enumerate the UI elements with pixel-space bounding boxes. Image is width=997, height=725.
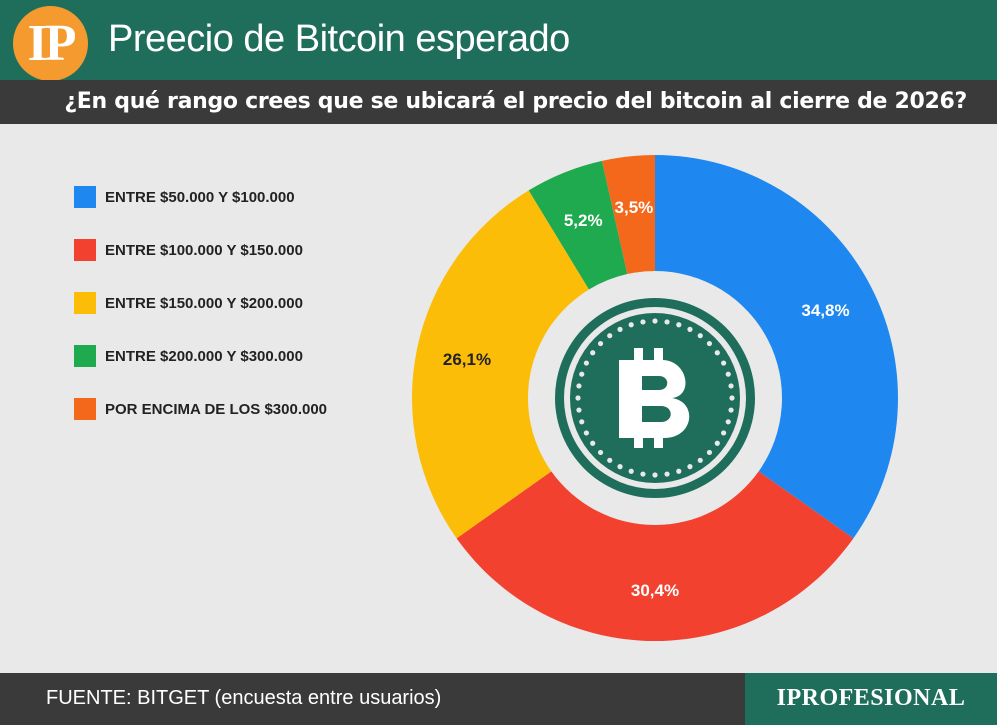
- donut-slices: [412, 155, 898, 641]
- donut-slice: [601, 155, 655, 275]
- source-note: FUENTE: BITGET (encuesta entre usuarios): [46, 687, 442, 709]
- subtitle-bar: ¿En qué rango crees que se ubicará el pr…: [0, 80, 997, 124]
- header-bar: IP Preecio de Bitcoin esperado: [0, 0, 997, 81]
- slice-label: 34,8%: [801, 301, 849, 320]
- legend-swatch: [74, 345, 96, 367]
- slice-label: 26,1%: [443, 350, 491, 369]
- footer-bar: FUENTE: BITGET (encuesta entre usuarios)…: [0, 673, 997, 725]
- legend-swatch: [74, 398, 96, 420]
- legend-label: ENTRE $50.000 Y $100.000: [105, 189, 295, 206]
- iprofesional-logo: IP: [13, 6, 88, 81]
- legend-swatch: [74, 186, 96, 208]
- slice-label: 3,5%: [615, 198, 654, 217]
- legend-swatch: [74, 292, 96, 314]
- legend-label: POR ENCIMA DE LOS $300.000: [105, 401, 328, 418]
- chart-question: ¿En qué rango crees que se ubicará el pr…: [64, 89, 967, 114]
- brand-logo-text: IPROFESIONAL: [776, 685, 966, 711]
- legend-label: ENTRE $100.000 Y $150.000: [105, 242, 303, 259]
- donut-slice: [412, 190, 589, 539]
- donut-slice: [655, 155, 898, 539]
- slice-labels: 34,8% 30,4% 26,1% 5,2% 3,5%: [443, 198, 850, 600]
- legend-label: ENTRE $150.000 Y $200.000: [105, 295, 303, 312]
- donut-slice: [528, 160, 628, 290]
- brand-box: IPROFESIONAL: [745, 673, 997, 725]
- legend-label: ENTRE $200.000 Y $300.000: [105, 348, 303, 365]
- bitcoin-coin-icon: [555, 298, 755, 498]
- legend-swatch: [74, 239, 96, 261]
- page-title: Preecio de Bitcoin esperado: [108, 18, 570, 60]
- donut-slice: [456, 471, 854, 641]
- slice-label: 5,2%: [564, 211, 603, 230]
- slice-label: 30,4%: [631, 581, 679, 600]
